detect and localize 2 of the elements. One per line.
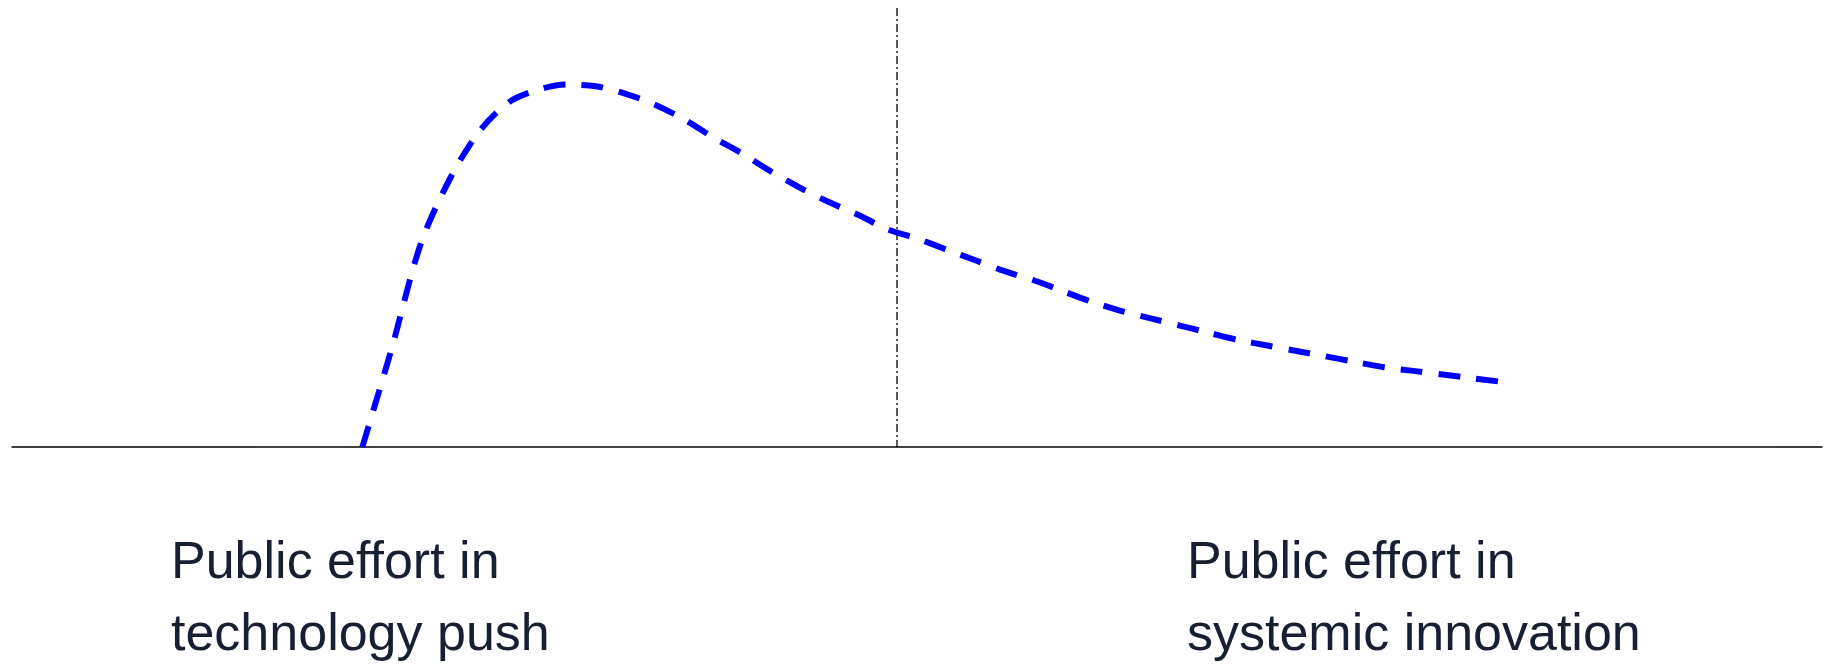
text: Public effort in systemic innovation (1187, 531, 1641, 661)
text: Public effort in technology push (171, 531, 550, 661)
